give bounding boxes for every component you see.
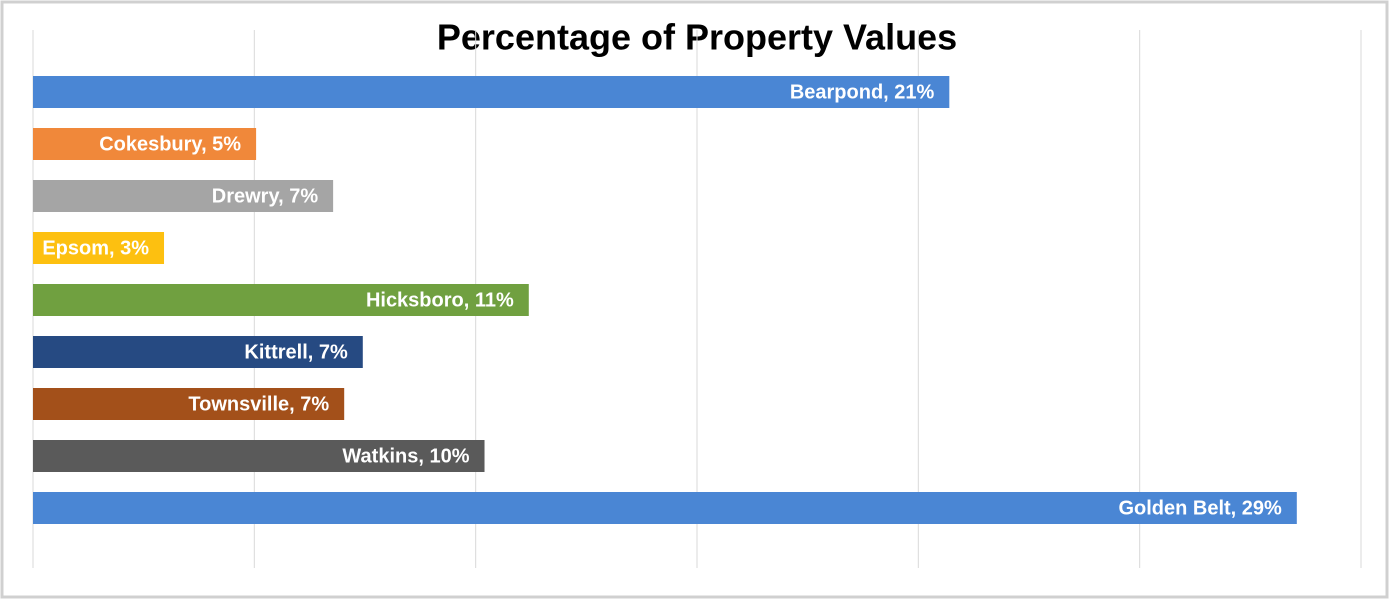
bar [33, 128, 257, 160]
data-label: Cokesbury, 5% [99, 133, 241, 155]
data-label: Watkins, 10% [342, 445, 469, 467]
data-label: Epsom, 3% [42, 237, 149, 259]
bar [33, 388, 345, 420]
data-label: Hicksboro, 11% [366, 289, 514, 311]
bar [33, 180, 334, 212]
data-label: Drewry, 7% [212, 185, 319, 207]
data-label: Bearpond, 21% [790, 81, 935, 103]
bar [33, 284, 529, 316]
bar [33, 76, 950, 108]
bar [33, 492, 1297, 524]
bar [33, 440, 485, 472]
data-label: Townsville, 7% [188, 393, 329, 415]
bar [33, 232, 165, 264]
data-label: Golden Belt, 29% [1118, 497, 1282, 519]
bar [33, 336, 363, 368]
data-label: Kittrell, 7% [244, 341, 348, 363]
